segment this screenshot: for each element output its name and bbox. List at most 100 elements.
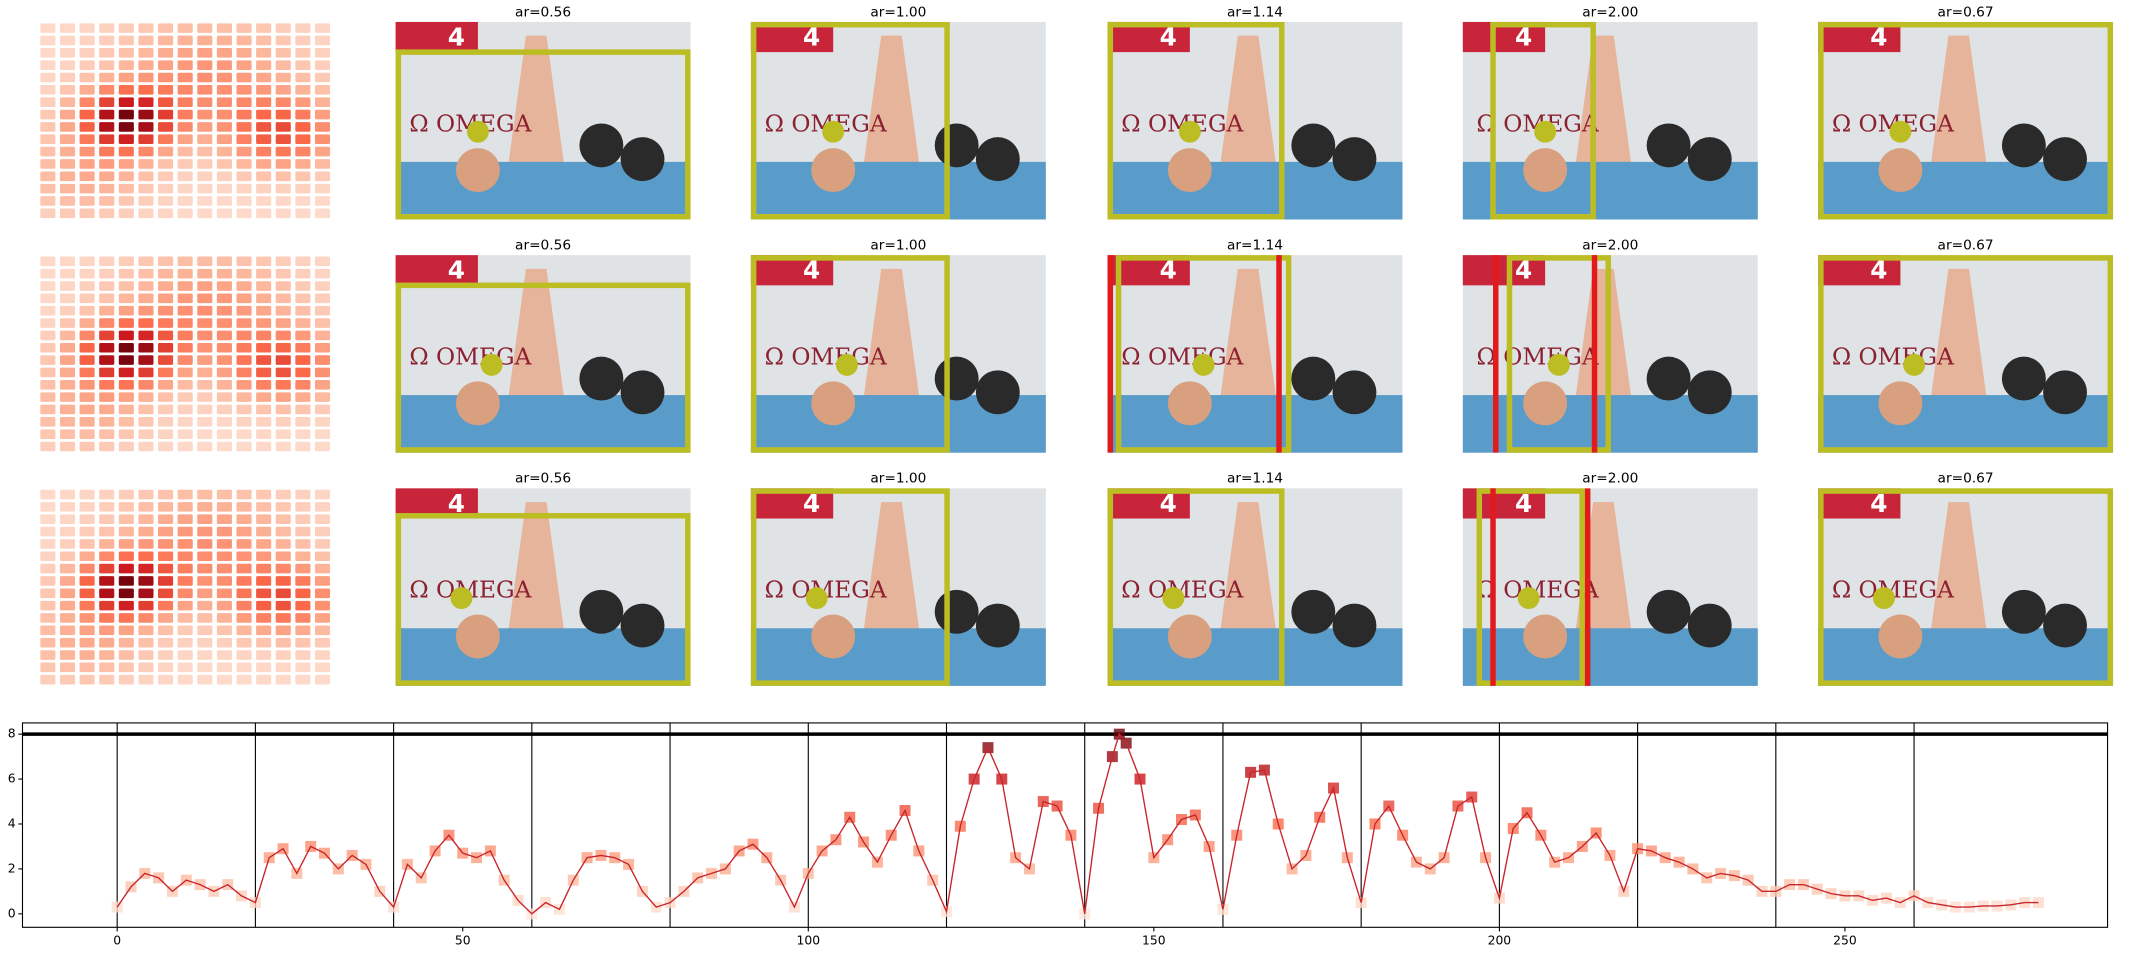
heatmap-cell <box>99 293 115 304</box>
heatmap-cell <box>79 183 95 194</box>
heatmap-cell <box>295 208 311 219</box>
heatmap-cell <box>216 72 232 83</box>
heatmap-cell <box>314 171 331 182</box>
heatmap-cell <box>40 330 56 341</box>
box <box>1506 255 1611 453</box>
heatmap-cell <box>197 342 213 353</box>
heatmap-cell <box>40 600 56 611</box>
heatmap-cell <box>197 146 213 157</box>
heatmap-cell <box>256 662 272 673</box>
heatmap-cell <box>256 256 272 267</box>
photo-sign <box>395 21 478 53</box>
heatmap-cell <box>295 367 311 378</box>
heatmap-cell <box>158 330 174 341</box>
photo-arms <box>1927 502 1990 653</box>
heatmap-cell <box>256 367 272 378</box>
heatmap-cell <box>40 48 56 58</box>
heatmap-cell <box>158 489 174 500</box>
heatmap-cell <box>256 97 272 107</box>
photo-head <box>811 614 856 659</box>
heatmap-cell <box>256 85 272 95</box>
heatmap-cell <box>295 196 311 206</box>
photo-sign-text: 4 <box>1160 22 1177 51</box>
heatmap-cell <box>99 576 115 586</box>
photo-arms <box>1927 268 1990 420</box>
heatmap-cell <box>59 318 76 328</box>
y-tick-label: 0 <box>8 906 16 920</box>
heatmap-cell <box>79 613 95 623</box>
heatmap-cell <box>314 441 331 452</box>
heatmap-cell <box>40 305 56 316</box>
heatmap-cell <box>275 576 291 586</box>
heatmap-cell <box>59 85 76 95</box>
heatmap-cell <box>197 650 213 660</box>
heatmap-cell <box>138 514 154 525</box>
heatmap-cell <box>99 674 115 685</box>
panel-title: ar=2.00 <box>1582 4 1638 20</box>
heatmap-cell <box>138 268 154 279</box>
panel-title: ar=1.14 <box>1227 4 1283 20</box>
heatmap-cell <box>40 183 56 194</box>
heatmap-cell <box>40 208 56 219</box>
heatmap-cell <box>236 208 252 219</box>
heatmap-cell <box>314 392 331 402</box>
heatmap-cell <box>197 60 213 70</box>
heatmap-cell <box>177 650 193 660</box>
heatmap-cell <box>275 281 291 291</box>
heatmap-cell <box>216 625 232 636</box>
heatmap-cell <box>40 514 56 525</box>
photo-head <box>1878 148 1923 193</box>
heatmap-cell <box>158 48 174 58</box>
heatmap-cell <box>99 600 115 611</box>
photo-arms <box>505 35 568 187</box>
heatmap-cell <box>197 588 213 599</box>
heatmap-cell <box>197 159 213 169</box>
heatmap-cell <box>197 514 213 525</box>
heatmap-cell <box>197 97 213 107</box>
heatmap-cell <box>40 281 56 291</box>
heatmap-cell <box>40 539 56 549</box>
heatmap-cell <box>59 60 76 70</box>
heatmap-cell <box>99 625 115 636</box>
heatmap-cell <box>295 355 311 365</box>
heatmap-cell <box>177 72 193 83</box>
heatmap-cell <box>256 417 272 427</box>
heatmap-cell <box>295 85 311 95</box>
heatmap-cell <box>118 281 134 291</box>
heatmap-cell <box>59 72 76 83</box>
heatmap-cell <box>138 72 154 83</box>
heatmap-cell <box>118 208 134 219</box>
heatmap-cell <box>79 146 95 157</box>
heatmap-cell <box>79 72 95 83</box>
heatmap-cell <box>99 72 115 83</box>
point <box>450 587 473 610</box>
heatmap-cell <box>158 281 174 291</box>
heatmap-cell <box>138 576 154 586</box>
heatmap-cell <box>138 60 154 70</box>
heatmap-cell <box>295 293 311 304</box>
heatmap-cell <box>158 576 174 586</box>
heatmap-cell <box>197 330 213 341</box>
photo-head <box>811 148 856 193</box>
heatmap-cell <box>295 613 311 623</box>
heatmap-cell <box>158 588 174 599</box>
heatmap-cell <box>197 367 213 378</box>
heatmap-cell <box>236 305 252 316</box>
heatmap-cell <box>59 146 76 157</box>
panel-title: ar=2.00 <box>1582 471 1638 487</box>
heatmap-cell <box>177 293 193 304</box>
heatmap-cell <box>99 330 115 341</box>
photo-head <box>1687 370 1732 415</box>
heatmap-cell <box>197 281 213 291</box>
heatmap-cell <box>216 417 232 427</box>
heatmap-cell <box>138 417 154 427</box>
heatmap-cell <box>197 429 213 439</box>
heatmap-cell <box>295 305 311 316</box>
heatmap-cell <box>138 293 154 304</box>
heatmap-cell <box>99 208 115 219</box>
heatmap-cell <box>314 23 331 33</box>
heatmap-cell <box>99 85 115 95</box>
heatmap-cell <box>275 122 291 132</box>
